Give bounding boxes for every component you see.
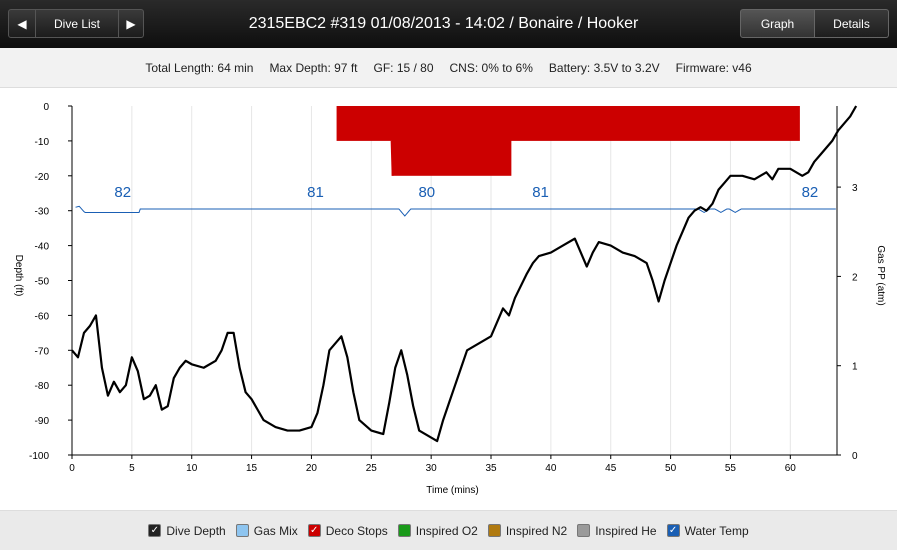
y2-axis-label: Gas PP (atm) [875,245,886,305]
y-tick-label: -70 [35,346,50,357]
checkbox-icon[interactable]: ✓ [666,524,680,537]
legend-label: Inspired He [595,523,657,538]
water-temp-line [75,205,836,217]
x-tick-label: 15 [246,463,258,474]
legend-item-water-temp[interactable]: ✓ Water Temp [666,523,749,538]
legend-label: Inspired O2 [415,523,478,538]
title-bar: ◀ Dive List ▶ 2315EBC2 #319 01/08/2013 -… [0,0,897,48]
y-tick-label: -20 [35,172,50,183]
x-tick-label: 45 [605,463,617,474]
x-tick-label: 60 [785,463,797,474]
dive-info-bar: Total Length: 64 min Max Depth: 97 ft GF… [0,48,897,88]
y-tick-label: -80 [35,381,50,392]
y-tick-label: 0 [43,102,49,113]
y2-tick-label: 2 [852,272,858,283]
y-tick-label: -10 [35,137,50,148]
checkbox-icon[interactable] [235,524,249,537]
next-dive-button[interactable]: ▶ [118,9,144,38]
x-tick-label: 40 [545,463,557,474]
y-tick-label: -60 [35,311,50,322]
chevron-left-icon: ◀ [17,16,27,31]
gradient-factors: GF: 15 / 80 [373,60,434,75]
checkbox-icon[interactable] [577,524,591,537]
y-tick-label: -40 [35,242,50,253]
x-tick-label: 20 [306,463,318,474]
x-tick-label: 30 [426,463,438,474]
x-tick-label: 25 [366,463,378,474]
depth-line [71,105,858,443]
checkbox-icon[interactable]: ✓ [307,524,321,537]
cns: CNS: 0% to 6% [449,60,533,75]
temp-label: 81 [307,184,324,201]
x-tick-label: 35 [485,463,497,474]
legend-item-inspired-o2[interactable]: Inspired O2 [397,523,478,538]
checkbox-icon[interactable]: ✓ [148,524,162,537]
deco-stop [391,106,512,176]
y-tick-label: -90 [35,416,50,427]
checkbox-icon[interactable] [397,524,411,537]
legend-item-dive-depth[interactable]: ✓ Dive Depth [148,523,226,538]
graph-tab[interactable]: Graph [740,9,815,38]
max-depth: Max Depth: 97 ft [269,60,358,75]
temp-label: 81 [532,184,549,201]
temp-label: 82 [114,184,131,201]
y-tick-label: -30 [35,207,50,218]
legend-item-inspired-n2[interactable]: Inspired N2 [487,523,568,538]
y-tick-label: -100 [29,451,49,462]
chevron-right-icon: ▶ [126,16,136,31]
legend-item-gas-mix[interactable]: Gas Mix [235,523,298,538]
legend-label: Dive Depth [166,523,226,538]
firmware: Firmware: v46 [675,60,752,75]
legend: ✓ Dive Depth Gas Mix ✓ Deco Stops Inspired O2… [0,510,897,550]
legend-label: Inspired N2 [505,523,568,538]
details-tab[interactable]: Details [815,9,889,38]
x-tick-label: 10 [186,463,198,474]
battery: Battery: 3.5V to 3.2V [548,60,660,75]
x-tick-label: 0 [69,463,75,474]
legend-label: Deco Stops [325,523,388,538]
total-length: Total Length: 64 min [145,60,254,75]
checkbox-icon[interactable] [487,524,501,537]
dive-profile-chart[interactable]: 82 81 80 81 82 0 -10 -20 -30 -40 -50 -60 -70 -80 -90 -1… [0,96,897,502]
y-tick-label: -50 [35,277,50,288]
y2-tick-label: 0 [852,451,858,462]
chart-svg[interactable]: 82 81 80 81 82 0 -10 -20 -30 -40 -50 -60 -70 -80 -90 -1… [0,96,897,502]
y-axis-label: Depth (ft) [13,255,24,297]
dive-list-button[interactable]: Dive List [36,9,118,38]
x-tick-label: 55 [725,463,737,474]
legend-label: Gas Mix [253,523,298,538]
legend-item-deco-stops[interactable]: ✓ Deco Stops [307,523,388,538]
y2-tick-label: 3 [852,183,858,194]
legend-label: Water Temp [684,523,749,538]
dive-title: 2315EBC2 #319 01/08/2013 - 14:02 / Bonai… [248,15,639,32]
legend-item-inspired-he[interactable]: Inspired He [577,523,657,538]
temp-label: 82 [802,184,819,201]
y2-tick-label: 1 [852,362,858,373]
deco-stop-edge [390,140,394,176]
prev-dive-button[interactable]: ◀ [8,9,36,38]
x-tick-label: 5 [129,463,135,474]
x-axis-label: Time (mins) [426,485,478,496]
temp-label: 80 [418,184,435,201]
x-tick-label: 50 [665,463,677,474]
